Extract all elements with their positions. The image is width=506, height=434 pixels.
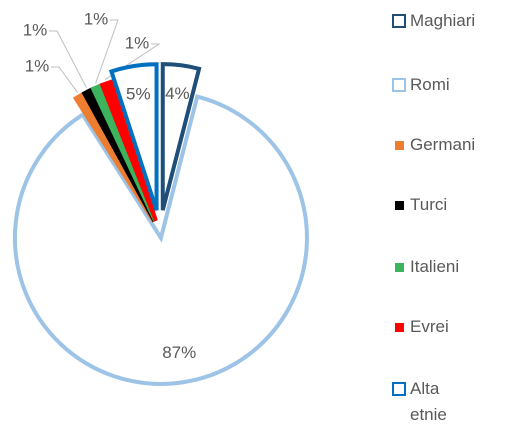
legend-swatch [392, 78, 406, 92]
legend-entry: Maghiari [392, 8, 492, 34]
pie-slice [12, 94, 309, 386]
legend-label: Italieni [410, 257, 460, 276]
data-label: 4% [165, 84, 190, 103]
legend-entry: Romi [392, 72, 492, 98]
pie-slice [108, 62, 159, 211]
legend-swatch [395, 323, 404, 332]
leader-line [51, 66, 78, 93]
data-label: 1% [125, 33, 150, 52]
legend-label: Romi [410, 75, 450, 94]
data-label: 1% [23, 20, 48, 39]
legend-entry: Turci [392, 192, 492, 218]
legend-swatch [392, 382, 406, 396]
legend-swatch [392, 14, 406, 28]
legend-label: Alta etnie [410, 379, 447, 424]
data-label: 1% [84, 9, 109, 28]
legend-swatch [395, 263, 404, 272]
legend-label: Turci [410, 195, 448, 214]
legend-entry: Alta etnie [392, 376, 492, 428]
legend-label: Germani [410, 135, 476, 154]
legend-entry: Evrei [392, 314, 492, 340]
legend-swatch [395, 201, 404, 210]
leader-line [49, 30, 87, 88]
legend-label: Maghiari [410, 11, 476, 30]
pie-slice [99, 79, 158, 222]
pie-slice [160, 62, 202, 211]
data-label: 87% [162, 343, 196, 362]
legend-entry: Italieni [392, 254, 492, 280]
legend-swatch [395, 141, 404, 150]
data-label: 5% [126, 84, 151, 103]
legend-entry: Germani [392, 132, 492, 158]
data-label: 1% [25, 56, 50, 75]
legend-label: Evrei [410, 317, 449, 336]
leader-line [95, 19, 119, 84]
